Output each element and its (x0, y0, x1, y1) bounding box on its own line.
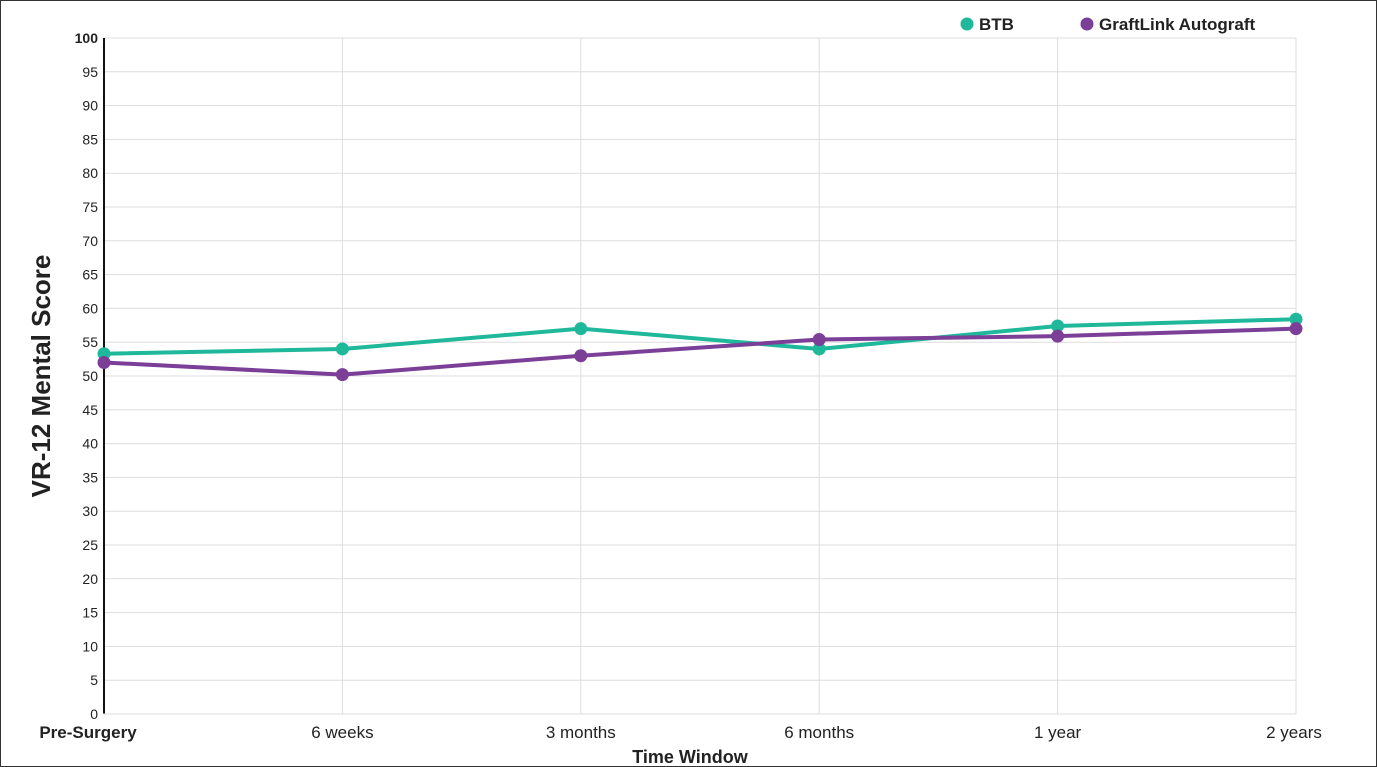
legend-label: GraftLink Autograft (1099, 15, 1255, 34)
y-tick-label: 75 (82, 199, 98, 215)
y-tick-label: 10 (82, 638, 98, 654)
y-tick-label: 15 (82, 605, 98, 621)
axes (103, 38, 1296, 715)
legend-label: BTB (979, 15, 1014, 34)
y-tick-label: 50 (82, 368, 98, 384)
data-point (574, 322, 588, 336)
x-tick-label: 2 years (1266, 723, 1322, 742)
y-tick-label: 45 (82, 402, 98, 418)
y-tick-label: 35 (82, 469, 98, 485)
grid-lines (104, 37, 1297, 714)
y-tick-label: 95 (82, 64, 98, 80)
data-point (335, 368, 349, 382)
data-point (335, 342, 349, 356)
x-tick-labels: Pre-Surgery 6 weeks 3 months 6 months 1 year… (39, 723, 1322, 742)
x-tick-label: 3 months (546, 723, 616, 742)
y-tick-label: 40 (82, 436, 98, 452)
series-line-2 (103, 326, 1297, 377)
y-tick-label: 85 (82, 131, 98, 147)
x-tick-label: 6 weeks (311, 723, 373, 742)
y-tick-label: 90 (82, 98, 98, 114)
data-point (812, 342, 826, 356)
y-tick-label: 25 (82, 537, 98, 553)
y-tick-label: 60 (82, 300, 98, 316)
series-line-1 (103, 317, 1297, 356)
x-tick-label: 1 year (1034, 723, 1082, 742)
y-tick-label: 30 (82, 503, 98, 519)
y-tick-label: 65 (82, 267, 98, 283)
y-tick-label: 20 (82, 571, 98, 587)
legend: BTB GraftLink Autograft (960, 15, 1255, 34)
data-point (574, 349, 588, 363)
x-tick-label: Pre-Surgery (39, 723, 137, 742)
y-tick-label: 80 (82, 165, 98, 181)
x-axis-label: Time Window (632, 747, 749, 767)
y-axis-label: VR-12 Mental Score (26, 255, 56, 498)
legend-marker (960, 17, 974, 31)
legend-marker (1080, 17, 1094, 31)
data-point (1289, 322, 1303, 336)
y-tick-label: 70 (82, 233, 98, 249)
y-tick-label: 0 (90, 706, 98, 722)
data-point (1289, 312, 1303, 326)
y-tick-label: 55 (82, 334, 98, 350)
y-tick-label: 5 (90, 672, 98, 688)
data-point (1051, 329, 1065, 343)
y-tick-labels: 0 5 10 15 20 25 30 35 40 45 50 55 60 65 70 75 80 85 90 95 10… (75, 30, 99, 722)
data-point (1051, 319, 1065, 333)
x-tick-label: 6 months (784, 723, 854, 742)
data-point (97, 355, 111, 369)
y-tick-label: 100 (75, 30, 99, 46)
series-lines (97, 312, 1303, 382)
data-point (812, 332, 826, 346)
